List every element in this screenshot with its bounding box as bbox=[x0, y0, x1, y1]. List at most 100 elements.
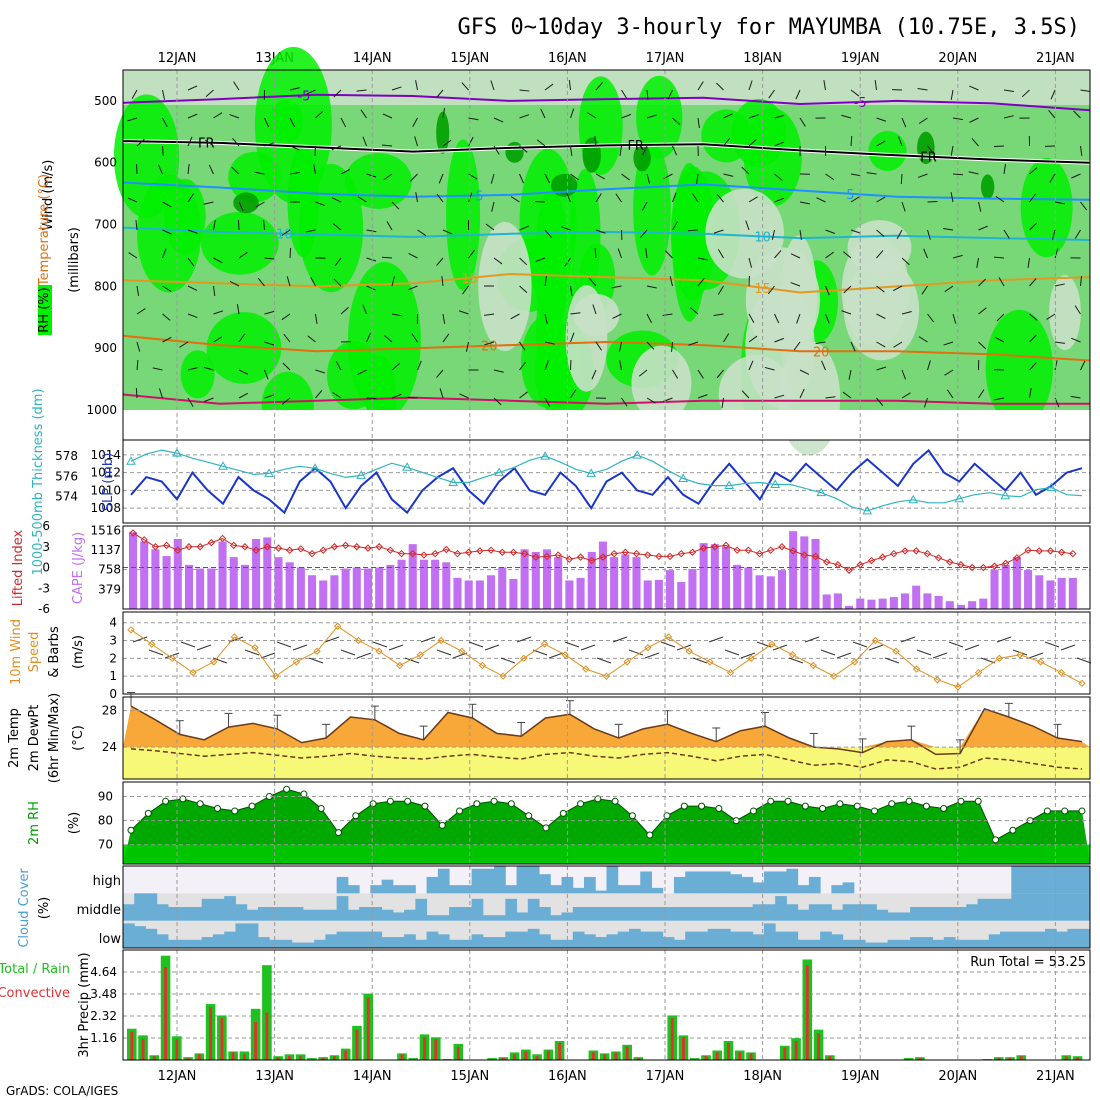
wind-barb bbox=[366, 173, 377, 178]
cloud-bar-low bbox=[786, 931, 799, 948]
wind-barb bbox=[357, 196, 367, 203]
precip-convective-bar bbox=[456, 1046, 460, 1060]
wind-barb bbox=[335, 361, 342, 371]
cloud-bar-high bbox=[707, 871, 720, 894]
wind-barb bbox=[927, 313, 934, 323]
date-tick-bottom: 17JAN bbox=[646, 1069, 685, 1084]
precip-convective-bar bbox=[1019, 1056, 1023, 1060]
cloud-bar-low bbox=[910, 937, 922, 948]
wind-barb bbox=[696, 173, 699, 184]
cloud-bar-low bbox=[955, 939, 967, 948]
precip-convective-bar bbox=[366, 997, 370, 1060]
wind-barb bbox=[187, 193, 194, 203]
wind-barb bbox=[825, 173, 835, 181]
rh-wet-blob bbox=[633, 144, 651, 172]
wind-barb bbox=[1049, 173, 1056, 183]
cloud-bar-low bbox=[190, 939, 203, 948]
wind-barb bbox=[842, 391, 852, 399]
wind-barb bbox=[1071, 337, 1081, 343]
wind-barb bbox=[876, 397, 884, 407]
lifted-index-marker bbox=[957, 561, 965, 569]
wind-barb bbox=[640, 229, 648, 238]
wind-barb bbox=[442, 333, 450, 343]
rh-marker bbox=[404, 797, 412, 805]
wind-tick: 4 bbox=[109, 616, 117, 630]
wind-speed-marker bbox=[850, 658, 859, 666]
rh-blob bbox=[200, 211, 279, 275]
wind-barb bbox=[876, 313, 886, 320]
precip-convective-bar bbox=[828, 1056, 832, 1060]
precip-convective-bar bbox=[558, 1042, 562, 1060]
wind-barb bbox=[774, 337, 785, 343]
rh-marker bbox=[300, 790, 308, 798]
wind-speed-marker bbox=[292, 658, 301, 666]
cloud-bar-middle bbox=[797, 909, 810, 921]
rh-marker bbox=[577, 800, 585, 808]
wind-barb bbox=[1029, 362, 1037, 371]
cape-tick: 1137 bbox=[90, 543, 121, 557]
rh-marker bbox=[957, 797, 965, 805]
wind-barb bbox=[386, 221, 393, 231]
wind-barb bbox=[356, 89, 367, 92]
cloud-bar-low bbox=[257, 937, 270, 948]
cloud-bar-low bbox=[167, 939, 180, 948]
wind-barb bbox=[672, 192, 677, 203]
thickness-marker bbox=[1046, 482, 1057, 492]
cloud-bar-high bbox=[1011, 866, 1024, 894]
wind-barb bbox=[816, 197, 826, 203]
rh-marker bbox=[611, 797, 619, 805]
rh-marker bbox=[196, 800, 204, 808]
cloud-bar-high bbox=[516, 866, 529, 894]
wind-barb bbox=[1003, 229, 1010, 239]
wind-barb bbox=[307, 335, 316, 343]
wind-speed-marker bbox=[809, 661, 817, 670]
surface-wind-barb bbox=[324, 636, 340, 643]
cape-bar bbox=[632, 557, 641, 609]
cloud-bar-low bbox=[449, 939, 461, 948]
wind-barb bbox=[615, 193, 622, 203]
wind-tick: 0 bbox=[109, 687, 117, 701]
wind-barb bbox=[646, 89, 649, 101]
cloud-bar-middle bbox=[1011, 893, 1024, 921]
rh-marker bbox=[715, 805, 723, 813]
cape-bar bbox=[587, 551, 596, 609]
wind-barb bbox=[205, 139, 214, 147]
wind-barb bbox=[510, 313, 520, 320]
wind-barb bbox=[187, 113, 198, 119]
surface-wind-barb bbox=[1060, 644, 1076, 651]
wind-barb bbox=[774, 114, 785, 119]
cloud-bar-middle bbox=[134, 893, 146, 921]
cape-bar bbox=[341, 568, 350, 609]
lifted-index-marker bbox=[285, 546, 294, 554]
wind-barb bbox=[671, 341, 673, 353]
wind-barb bbox=[774, 197, 784, 203]
wind-barb bbox=[158, 388, 163, 399]
wind-barb bbox=[646, 313, 653, 324]
cape-bar bbox=[218, 541, 227, 609]
surface-wind-barb bbox=[420, 636, 436, 643]
wind-barb bbox=[484, 341, 495, 346]
cloud-bar-high bbox=[718, 871, 731, 894]
surface-wind-barb bbox=[260, 652, 276, 659]
lifted-index-marker bbox=[319, 546, 327, 554]
cloud-bar-middle bbox=[606, 907, 619, 921]
wind-barb bbox=[842, 251, 852, 259]
cape-bar bbox=[822, 594, 831, 609]
surface-wind-barb bbox=[1076, 657, 1092, 664]
wind-speed-marker bbox=[685, 647, 693, 655]
lifted-index-marker bbox=[599, 553, 607, 561]
cloud-bar-low bbox=[381, 937, 394, 948]
wind-barb bbox=[510, 196, 520, 203]
cape-bar bbox=[1012, 557, 1021, 609]
surface-wind-barb bbox=[820, 649, 836, 656]
surface-wind-barb bbox=[180, 641, 196, 648]
precip-convective-bar bbox=[783, 1047, 787, 1060]
cloud-bar-middle bbox=[314, 909, 326, 921]
lifted-index-marker bbox=[464, 548, 473, 556]
cloud-bar-low bbox=[550, 939, 563, 948]
lifted-index-marker bbox=[722, 541, 730, 550]
wind-barb bbox=[944, 285, 954, 293]
rh-marker bbox=[542, 824, 550, 832]
cape-bar bbox=[576, 577, 585, 609]
